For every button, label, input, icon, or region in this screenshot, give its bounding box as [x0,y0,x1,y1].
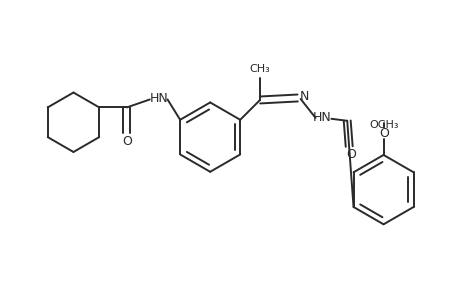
Text: HN: HN [313,111,331,124]
Text: HN: HN [149,92,168,105]
Text: O: O [346,148,355,161]
Text: N: N [299,91,308,103]
Text: O: O [122,135,132,148]
Text: O: O [379,127,389,140]
Text: CH₃: CH₃ [249,64,270,74]
Text: OCH₃: OCH₃ [369,120,398,130]
